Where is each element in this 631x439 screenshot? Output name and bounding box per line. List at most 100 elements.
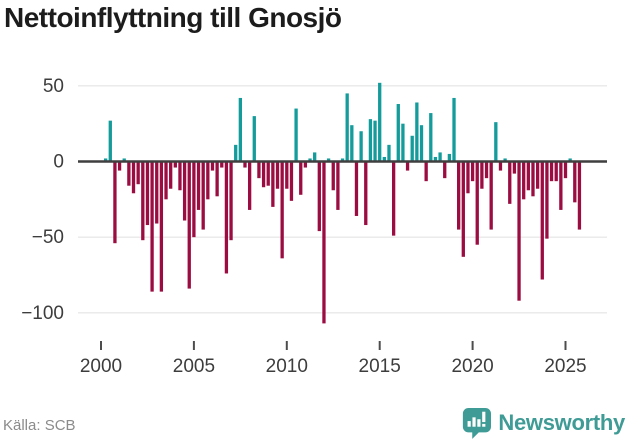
bar-quarter-77	[457, 161, 461, 230]
bar-quarter-88	[508, 161, 512, 204]
newsworthy-logo-icon	[463, 407, 492, 439]
bar-quarter-39	[280, 161, 284, 259]
bar-quarter-84	[489, 161, 493, 230]
bar-quarter-12	[155, 161, 159, 224]
bar-quarter-41	[289, 161, 294, 201]
bar-quarter-10	[145, 161, 150, 226]
bar-quarter-13	[159, 161, 164, 292]
bar-quarter-17	[178, 161, 182, 191]
bar-quarter-1	[103, 158, 108, 162]
bar-quarter-25	[215, 161, 219, 197]
bar-quarter-4	[117, 161, 122, 171]
bar-quarter-2	[108, 120, 112, 162]
bar-quarter-87	[503, 158, 507, 162]
bar-quarter-51	[336, 161, 340, 210]
bar-quarter-58	[368, 119, 373, 162]
bar-quarter-94	[535, 161, 540, 189]
bar-quarter-36	[266, 161, 270, 186]
bar-quarter-82	[480, 161, 484, 189]
bar-quarter-68	[415, 102, 419, 162]
bar-quarter-70	[424, 161, 428, 182]
bar-quarter-97	[549, 161, 554, 182]
bar-quarter-19	[187, 161, 191, 289]
bar-quarter-37	[271, 161, 275, 207]
bar-quarter-45	[308, 158, 312, 162]
bar-quarter-53	[345, 93, 349, 162]
bar-quarter-90	[517, 161, 521, 301]
bar-quarter-3	[113, 161, 117, 244]
bar-quarter-16	[173, 161, 177, 168]
bar-quarter-31	[243, 161, 247, 168]
bar-quarter-80	[470, 161, 475, 182]
bar-quarter-40	[285, 161, 289, 189]
bar-quarter-100	[563, 161, 568, 179]
bar-quarter-76	[452, 97, 456, 162]
bar-quarter-27	[224, 161, 229, 274]
logo-badge	[463, 407, 492, 439]
bar-quarter-5	[122, 158, 126, 162]
bar-quarter-7	[131, 161, 136, 194]
bar-quarter-65	[401, 123, 405, 162]
bar-quarter-56	[359, 131, 363, 162]
bar-quarter-6	[127, 161, 131, 186]
source-label: Källa: SCB	[3, 417, 76, 434]
x-axis-label: 2015	[359, 356, 401, 377]
bar-quarter-9	[141, 161, 145, 241]
bar-quarter-95	[540, 161, 544, 280]
bar-quarter-69	[419, 125, 424, 162]
bar-quarter-11	[150, 161, 154, 292]
bar-quarter-22	[201, 161, 205, 230]
newsworthy-logo-link[interactable]: Newsworthy	[461, 406, 625, 439]
bar-quarter-20	[192, 161, 196, 238]
bar-quarter-62	[387, 144, 391, 162]
bar-quarter-15	[169, 161, 173, 189]
bar-quarter-54	[350, 125, 354, 162]
bar-quarter-26	[220, 161, 224, 168]
bar-quarter-61	[382, 156, 386, 162]
bar-quarter-81	[475, 161, 479, 245]
x-axis-label: 2020	[451, 356, 493, 377]
bar-quarter-57	[364, 161, 368, 226]
bar-quarter-30	[238, 97, 242, 162]
bar-quarter-93	[531, 161, 535, 197]
bar-quarter-18	[182, 161, 187, 221]
x-axis-label: 2000	[80, 356, 122, 377]
bar-quarter-59	[373, 120, 377, 162]
bar-quarter-33	[252, 116, 256, 162]
bar-quarter-47	[317, 161, 321, 232]
bar-quarter-35	[261, 161, 266, 188]
x-axis-label: 2025	[544, 356, 586, 377]
bar-quarter-99	[559, 161, 563, 210]
y-axis-label: −100	[21, 303, 64, 324]
bar-quarter-14	[164, 161, 168, 200]
bar-quarter-55	[354, 161, 359, 216]
bar-quarter-38	[275, 161, 280, 189]
bar-quarter-101	[568, 158, 572, 162]
newsworthy-logo-text: Newsworthy	[498, 409, 625, 435]
bar-quarter-92	[526, 161, 530, 191]
bar-quarter-66	[405, 161, 410, 171]
bar-quarter-74	[443, 161, 447, 179]
bar-quarter-89	[512, 161, 517, 174]
y-axis-label: 50	[43, 76, 64, 97]
y-axis-label: 0	[53, 152, 64, 173]
bar-quarter-75	[447, 153, 452, 162]
bar-quarter-71	[429, 113, 433, 162]
bar-quarter-85	[494, 122, 498, 162]
bar-quarter-102	[573, 161, 577, 203]
bar-quarter-98	[554, 161, 558, 182]
bar-quarter-103	[577, 161, 582, 230]
bar-quarter-64	[396, 104, 400, 162]
bar-chart: 50 0 −50 −100 2000 2005 2010 2015 2020 2025	[21, 76, 607, 377]
bar-quarter-63	[391, 161, 396, 236]
bar-quarter-48	[322, 161, 326, 324]
bar-quarter-73	[438, 152, 442, 162]
x-axis-label: 2005	[173, 356, 215, 377]
bar-quarter-78	[461, 161, 465, 257]
bar-quarter-8	[136, 161, 140, 185]
bar-quarter-28	[229, 161, 233, 241]
y-axis-label: −50	[32, 227, 64, 248]
bar-quarter-67	[410, 135, 414, 162]
bar-quarter-79	[466, 161, 470, 194]
